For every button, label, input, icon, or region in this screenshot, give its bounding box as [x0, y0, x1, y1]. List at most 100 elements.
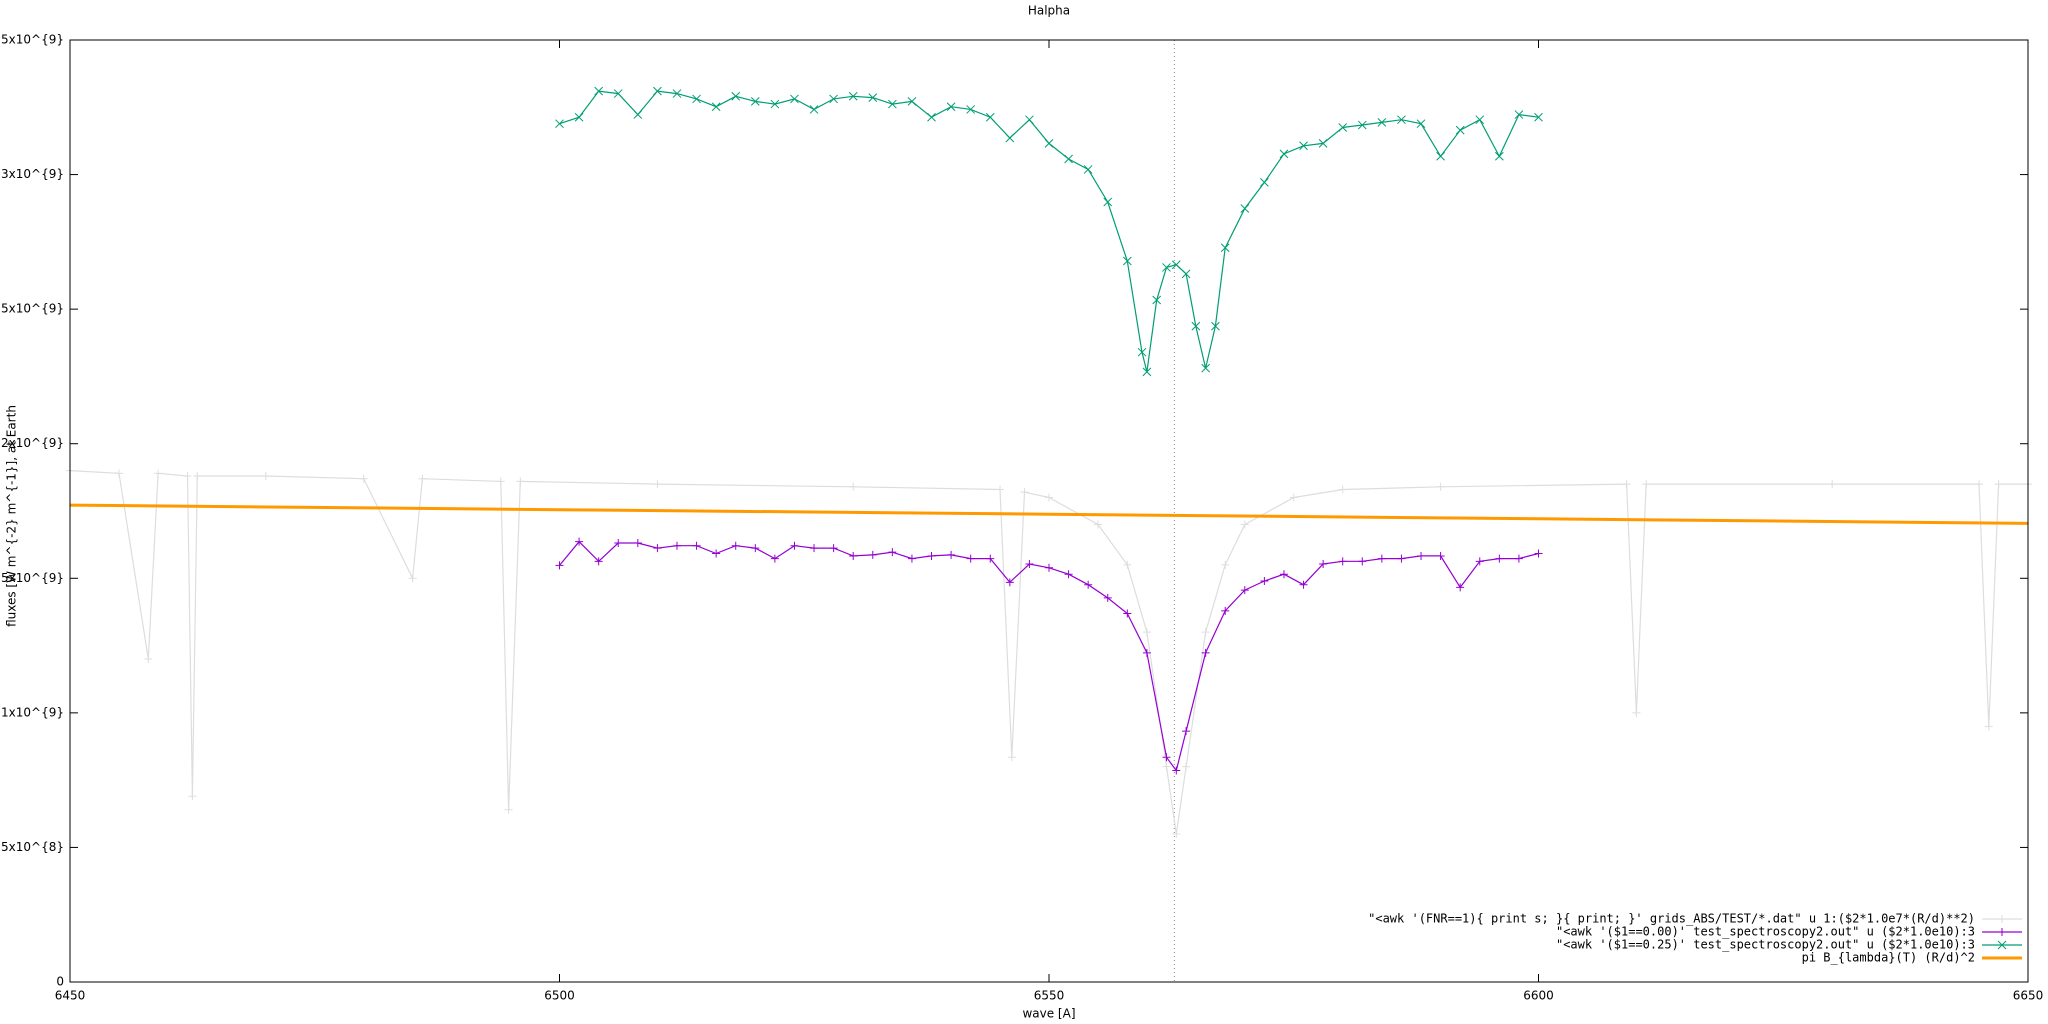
data-point [613, 89, 623, 98]
data-point [1084, 580, 1093, 589]
x-tick-label: 6600 [1523, 989, 1554, 1003]
data-point [1201, 648, 1210, 657]
data-point [966, 554, 975, 563]
data-point [1044, 138, 1054, 148]
chart-title: Halpha [1028, 4, 1070, 18]
x-tick-label: 6500 [544, 989, 575, 1003]
data-point [1984, 722, 1993, 731]
y-axis-label: fluxes [W m^{-2} m^{-1}], at Earth [5, 405, 19, 627]
data-point [750, 97, 760, 106]
data-point [711, 102, 721, 112]
data-point [1377, 554, 1386, 563]
data-point [1103, 593, 1112, 602]
data-point [504, 805, 513, 814]
data-point [1045, 563, 1053, 572]
data-point [1162, 762, 1171, 771]
data-point [1338, 485, 1347, 494]
y-tick-label: 3.5x10^{9} [0, 33, 64, 47]
data-point [946, 102, 956, 112]
data-point [1221, 606, 1230, 615]
data-point [183, 472, 192, 481]
data-point [790, 94, 799, 104]
data-point [1514, 554, 1523, 563]
data-point [868, 93, 878, 102]
data-point [1025, 115, 1034, 125]
data-point [1137, 347, 1147, 357]
data-point [1514, 110, 1524, 119]
data-point [1211, 321, 1220, 331]
data-point [1456, 583, 1465, 592]
data-point [1475, 557, 1484, 566]
data-point [810, 544, 819, 553]
data-point [653, 480, 662, 489]
data-point [829, 94, 838, 104]
data-point [1994, 480, 2003, 489]
series [66, 466, 2032, 838]
data-point [907, 97, 917, 106]
data-point [1240, 204, 1250, 213]
data-point [359, 474, 368, 483]
data-point [1534, 112, 1543, 122]
data-point [1182, 762, 1191, 771]
x-tick-label: 6650 [2013, 989, 2044, 1003]
legend-marker [1998, 928, 2006, 936]
data-point [1221, 560, 1230, 569]
data-point [868, 550, 877, 559]
data-point [1642, 480, 1651, 489]
data-point [555, 119, 564, 129]
data-point [1260, 576, 1269, 585]
data-point [1093, 520, 1102, 529]
y-tick-label: 1x10^{9} [1, 705, 64, 719]
data-point [888, 548, 897, 557]
data-point [144, 655, 153, 664]
data-point [516, 477, 525, 486]
data-point [1020, 488, 1029, 497]
y-tick-label: 3x10^{9} [1, 167, 64, 181]
x-axis-label: wave [A] [1022, 1007, 1075, 1021]
data-point [1357, 120, 1367, 130]
legend-label: "<awk '($1==0.00)' test_spectroscopy2.ou… [1556, 925, 1975, 939]
data-point [849, 551, 858, 560]
data-point [996, 485, 1005, 494]
data-point [1289, 493, 1298, 502]
data-point [1005, 133, 1015, 143]
data-point [1338, 123, 1348, 132]
legend-label: "<awk '(FNR==1){ print s; }{ print; }' g… [1368, 912, 1975, 926]
data-point [1299, 580, 1308, 589]
legend-label: "<awk '($1==0.25)' test_spectroscopy2.ou… [1556, 938, 1975, 952]
data-point [1338, 557, 1347, 566]
data-point [692, 541, 701, 550]
series-line [559, 540, 1539, 772]
data-point [1416, 119, 1426, 129]
data-point [1152, 295, 1162, 305]
data-point [1025, 560, 1034, 569]
data-point [1397, 554, 1406, 563]
data-point [731, 541, 740, 550]
data-point [1319, 560, 1328, 569]
data-point [1279, 149, 1289, 159]
data-point [1828, 480, 1837, 489]
plot-frame [69, 39, 2029, 983]
data-point [770, 554, 779, 563]
data-point [672, 541, 681, 550]
data-point [633, 539, 642, 548]
data-point [1201, 628, 1210, 637]
data-point [1436, 151, 1445, 161]
data-point [1064, 570, 1073, 579]
data-point [947, 550, 956, 559]
data-point [1279, 570, 1288, 579]
series-line [559, 90, 1539, 373]
data-point [188, 792, 197, 801]
series [555, 86, 1543, 377]
data-point [1005, 578, 1014, 587]
data-point [1240, 520, 1249, 529]
data-point [1172, 829, 1181, 838]
series [555, 537, 1543, 775]
data-point [1455, 125, 1465, 135]
data-point [1171, 260, 1181, 270]
data-point [653, 544, 662, 553]
series-line [69, 470, 2028, 835]
data-point [1007, 753, 1016, 762]
data-point [1123, 560, 1132, 569]
legend-label: pi B_{lambda}(T) (R/d)^2 [1802, 951, 1975, 965]
